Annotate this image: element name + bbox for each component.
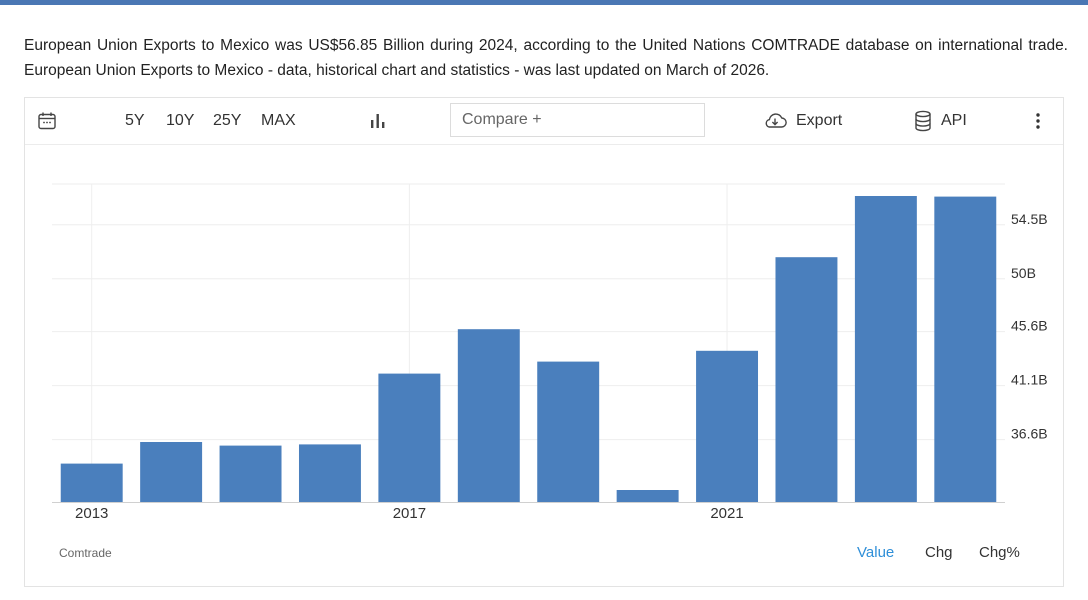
- bar: [854, 196, 917, 502]
- compare-input[interactable]: Compare +: [450, 103, 705, 137]
- export-button[interactable]: Export: [762, 98, 842, 144]
- y-tick-label: 45.6B: [1011, 318, 1048, 334]
- range-25y-button[interactable]: 25Y: [213, 112, 242, 129]
- api-label: API: [941, 112, 967, 129]
- x-tick-label: 2013: [75, 505, 108, 522]
- range-5y-button[interactable]: 5Y: [125, 112, 145, 129]
- range-10y-button[interactable]: 10Y: [166, 112, 195, 129]
- api-button[interactable]: API: [913, 98, 967, 144]
- database-icon: [915, 110, 931, 132]
- y-tick-label: 50B: [1011, 265, 1036, 281]
- chart-toolbar: 5Y 10Y 25Y MAX Compare + Export: [25, 98, 1063, 145]
- bar-chart: 36.6B 41.1B 45.6B 50B 54.5B 2013 2017 2021: [52, 183, 1048, 522]
- calendar-button[interactable]: [37, 98, 57, 144]
- bar: [140, 442, 203, 502]
- bar: [934, 196, 997, 502]
- y-tick-label: 41.1B: [1011, 372, 1048, 388]
- bar: [775, 257, 838, 502]
- bar: [696, 350, 759, 502]
- top-accent-bar: [0, 0, 1088, 5]
- bar: [378, 373, 441, 502]
- mode-value-button[interactable]: Value: [857, 544, 895, 561]
- bar: [537, 361, 600, 502]
- mode-chg-button[interactable]: Chg: [925, 544, 953, 561]
- bar-chart-icon: [371, 114, 385, 128]
- cloud-download-icon: [765, 113, 787, 128]
- bar: [457, 329, 520, 502]
- bar: [60, 463, 123, 502]
- y-tick-label: 36.6B: [1011, 426, 1048, 442]
- bar: [616, 490, 679, 502]
- x-tick-label: 2017: [393, 505, 426, 522]
- bar: [219, 445, 282, 502]
- chart-panel: 5Y 10Y 25Y MAX Compare + Export: [24, 97, 1064, 587]
- source-label: Comtrade: [59, 546, 112, 560]
- more-vertical-icon: [1036, 113, 1040, 129]
- bar: [298, 444, 361, 502]
- x-tick-label: 2021: [710, 505, 743, 522]
- calendar-icon: [38, 112, 56, 130]
- y-tick-label: 54.5B: [1011, 211, 1048, 227]
- export-label: Export: [796, 112, 843, 129]
- range-max-button[interactable]: MAX: [261, 112, 296, 129]
- mode-chg-pct-button[interactable]: Chg%: [979, 544, 1020, 561]
- chart-type-button[interactable]: [369, 98, 387, 144]
- more-options-button[interactable]: [1035, 98, 1041, 144]
- chart-description: European Union Exports to Mexico was US$…: [24, 37, 1068, 79]
